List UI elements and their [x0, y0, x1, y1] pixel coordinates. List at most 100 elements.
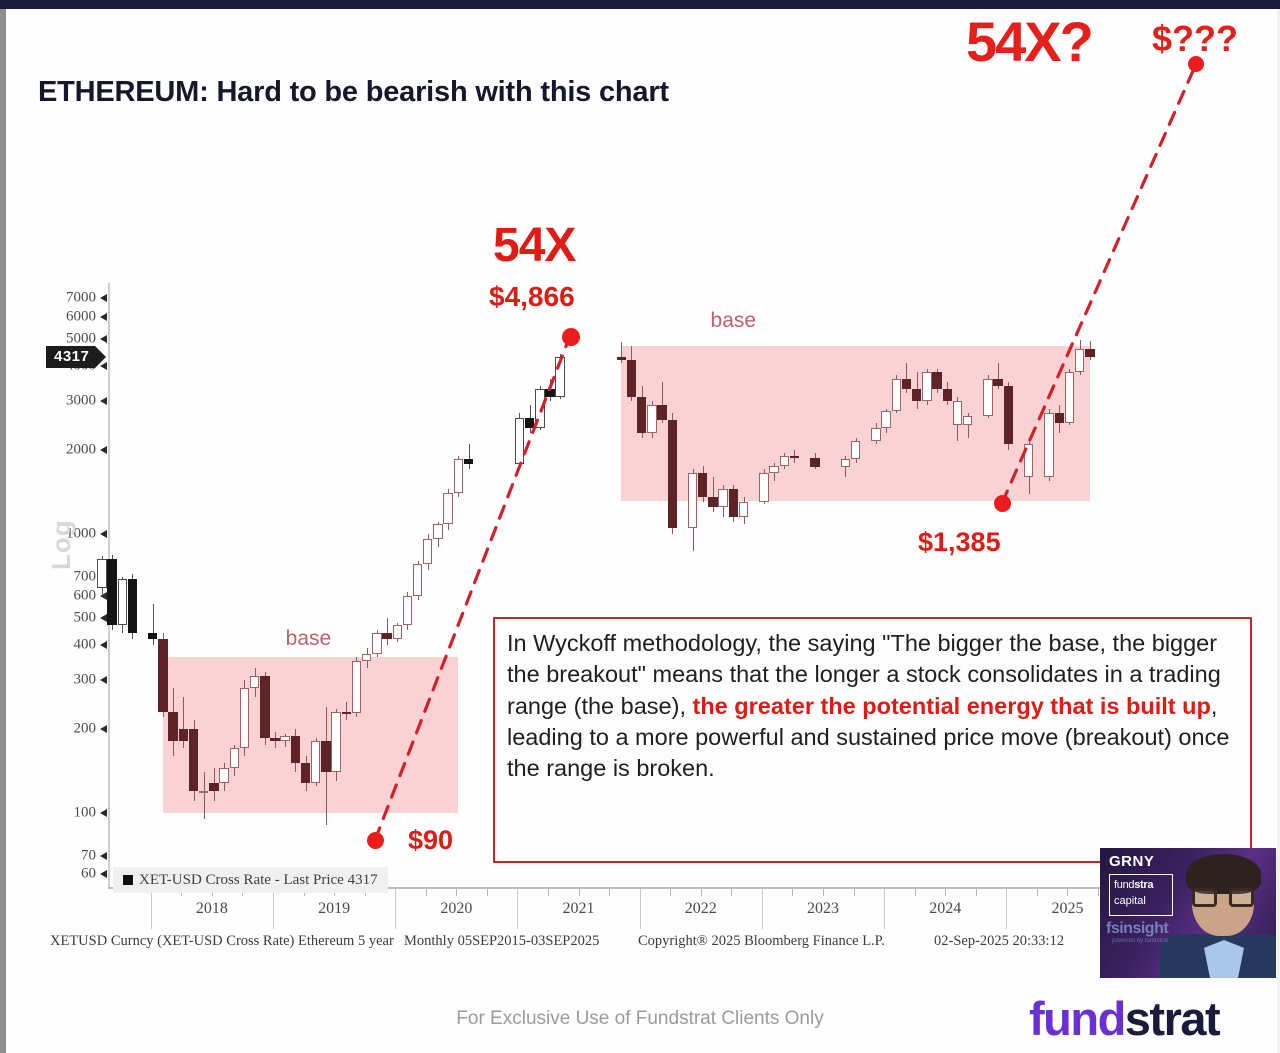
- candle-body: [850, 441, 861, 460]
- candle-body: [738, 501, 749, 517]
- y-axis-tick-label: 200: [73, 720, 97, 737]
- candle-body: [1064, 372, 1075, 423]
- x-axis-minor-tick: [486, 889, 488, 896]
- x-axis-minor-tick: [792, 889, 794, 896]
- candle-body: [983, 378, 993, 416]
- candle-body: [545, 389, 555, 397]
- marker-dot-future: [1188, 56, 1204, 72]
- x-axis-major-tick: [639, 889, 641, 929]
- candle-body: [219, 767, 229, 783]
- x-axis-major-tick: [517, 889, 519, 929]
- candle-body: [891, 378, 901, 412]
- candle-body: [453, 459, 464, 493]
- legend-swatch-icon: [123, 875, 133, 885]
- x-axis-minor-tick: [1036, 889, 1038, 896]
- x-axis-label: 2021: [562, 900, 595, 917]
- marker-dot-90: [367, 832, 384, 849]
- candle-wick: [203, 771, 205, 819]
- candle-body: [351, 660, 362, 713]
- candle-body: [626, 359, 637, 397]
- x-axis-label: 2020: [440, 900, 473, 917]
- wyckoff-callout: In Wyckoff methodology, the saying "The …: [493, 617, 1252, 863]
- callout-text-part1: In Wyckoff methodology, the saying "The …: [507, 630, 1221, 719]
- video-firm-sub: capital: [1114, 895, 1146, 907]
- candle-body: [331, 711, 341, 772]
- y-axis-tick-label: 600: [73, 587, 97, 604]
- y-axis-tick-label: 3000: [66, 392, 96, 409]
- video-ticker-label: GRNY: [1109, 853, 1155, 870]
- callout-text-part2: , leading to a more powerful and sustain…: [507, 692, 1230, 782]
- y-axis-tick-label: 300: [73, 671, 97, 688]
- candle-body: [148, 633, 158, 639]
- candle-body: [962, 415, 973, 426]
- candle-body: [616, 357, 626, 360]
- footer-security: XETUSD Curncy (XET-USD Cross Rate) Ether…: [50, 933, 394, 949]
- candle-body: [209, 782, 219, 791]
- legend-label: XET-USD Cross Rate - Last Price 4317: [139, 871, 378, 888]
- candle-body: [514, 418, 525, 464]
- page-title: ETHEREUM: Hard to be bearish with this c…: [38, 76, 669, 108]
- candle-body: [789, 456, 800, 459]
- candle-body: [229, 748, 239, 768]
- candle-body: [535, 389, 545, 428]
- marker-dot-4866: [562, 328, 580, 346]
- video-firm-name: fundstra: [1114, 879, 1154, 891]
- y-axis-tick: [100, 613, 107, 622]
- y-axis-tick-label: 100: [73, 804, 97, 821]
- x-axis-minor-tick: [975, 889, 977, 896]
- annotation-future-price: $???: [1152, 18, 1238, 59]
- candle-body: [260, 675, 270, 739]
- candle-wick: [152, 603, 154, 645]
- y-axis-tick-label: 60: [81, 865, 96, 882]
- candle-body: [127, 578, 138, 634]
- annotation-1385: $1,385: [918, 527, 1001, 557]
- y-axis-tick: [100, 870, 107, 879]
- x-axis-label: 2025: [1051, 900, 1084, 917]
- candle-body: [1074, 348, 1085, 373]
- candle-body: [942, 389, 952, 401]
- x-axis-minor-tick: [1098, 889, 1099, 896]
- x-axis-major-tick: [273, 889, 274, 929]
- candle-body: [168, 711, 178, 742]
- y-axis-tick-label: 400: [73, 636, 97, 653]
- presenter-glasses-icon: [1192, 888, 1254, 907]
- footer-copyright: Copyright® 2025 Bloomberg Finance L.P.: [638, 933, 885, 949]
- candle-body: [341, 711, 351, 714]
- candle-body: [1003, 385, 1014, 444]
- candle-body: [840, 459, 851, 467]
- footer-timestamp: 02-Sep-2025 20:33:12: [934, 933, 1065, 949]
- candle-wick: [183, 696, 185, 749]
- x-axis-minor-tick: [853, 889, 855, 896]
- y-axis-tick: [100, 640, 107, 649]
- x-axis-major-tick: [1006, 889, 1008, 929]
- candle-body: [636, 396, 647, 433]
- y-axis-tick-label: 700: [73, 568, 97, 585]
- x-axis-label: 2023: [807, 900, 839, 917]
- annotation-90: $90: [408, 825, 454, 855]
- fsinsight-watermark: fsinsight: [1106, 920, 1169, 937]
- y-axis-tick: [100, 334, 107, 343]
- y-axis-tick: [100, 312, 107, 321]
- left-edge-rail: [0, 9, 6, 1053]
- y-axis-tick: [100, 396, 107, 405]
- presenter-shirt: [1204, 940, 1244, 978]
- candle-body: [769, 465, 779, 474]
- candle-body: [402, 595, 413, 626]
- candle-body: [759, 473, 769, 502]
- candle-body: [300, 763, 311, 783]
- candle-body: [311, 741, 321, 783]
- y-axis-tick-label: 5000: [66, 330, 96, 347]
- candle-body: [158, 638, 168, 712]
- candle-wick: [662, 382, 664, 423]
- candle-body: [911, 389, 922, 401]
- video-overlay[interactable]: GRNY fundstra capital fsinsight powered …: [1100, 848, 1276, 978]
- x-axis-label: 2022: [684, 900, 717, 917]
- candle-body: [188, 728, 199, 791]
- x-axis-minor-tick: [609, 889, 611, 896]
- y-axis-tick: [100, 591, 107, 600]
- x-axis-minor-tick: [670, 889, 672, 896]
- candle-body: [117, 578, 127, 626]
- candle-body: [382, 633, 392, 639]
- x-axis-major-tick: [761, 889, 763, 929]
